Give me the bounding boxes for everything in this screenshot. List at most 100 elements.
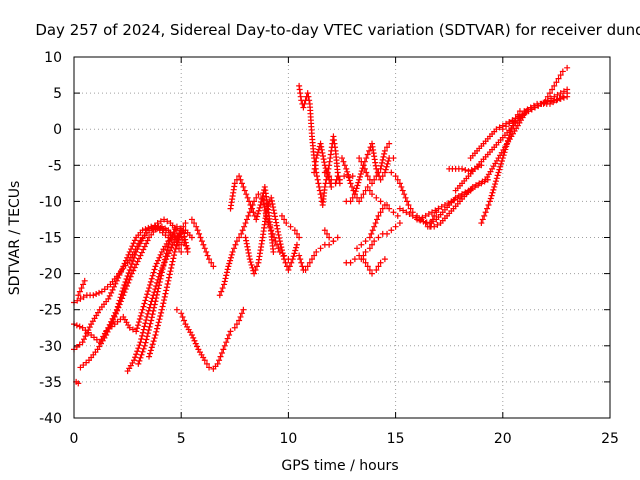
- data-point: [161, 293, 168, 300]
- data-point: [116, 301, 123, 308]
- data-point: [109, 286, 116, 293]
- data-point: [253, 216, 260, 223]
- data-point: [125, 251, 132, 258]
- data-point: [138, 351, 145, 358]
- data-point: [366, 245, 373, 252]
- data-point: [124, 273, 131, 280]
- data-point: [555, 75, 562, 82]
- data-point: [160, 300, 167, 307]
- series-track-14: [278, 212, 303, 241]
- data-point: [105, 295, 112, 302]
- data-point: [496, 124, 503, 131]
- data-point: [122, 279, 129, 286]
- data-point: [377, 209, 384, 216]
- data-point: [158, 269, 165, 276]
- data-point: [326, 173, 333, 180]
- data-point: [148, 314, 155, 321]
- data-point: [128, 246, 135, 253]
- data-point: [143, 240, 150, 247]
- y-tick-label: -35: [39, 375, 62, 391]
- data-point: [236, 234, 243, 241]
- data-point: [302, 266, 309, 273]
- data-point: [244, 246, 251, 253]
- data-point: [334, 173, 341, 180]
- x-tick-label: 10: [279, 431, 297, 447]
- data-point: [227, 254, 234, 261]
- data-point: [124, 254, 131, 261]
- data-point: [313, 248, 320, 255]
- data-point: [291, 227, 298, 234]
- data-point: [246, 198, 253, 205]
- data-point: [148, 317, 155, 324]
- data-point: [151, 266, 158, 273]
- data-point: [494, 172, 501, 179]
- data-point: [500, 152, 507, 159]
- data-point: [158, 272, 165, 279]
- data-point: [293, 244, 300, 251]
- data-point: [269, 200, 276, 207]
- data-point: [381, 150, 388, 157]
- data-point: [360, 162, 367, 169]
- data-point: [146, 323, 153, 330]
- data-point: [317, 191, 324, 198]
- data-point: [420, 218, 427, 225]
- data-point: [296, 234, 303, 241]
- data-point: [134, 258, 141, 265]
- data-point: [349, 173, 356, 180]
- y-tick-label: -40: [39, 411, 62, 427]
- data-point: [145, 224, 152, 231]
- data-point: [495, 169, 502, 176]
- data-point: [383, 163, 390, 170]
- data-point: [285, 266, 292, 273]
- data-point: [386, 140, 393, 147]
- data-point: [270, 248, 277, 255]
- data-point: [507, 129, 514, 136]
- data-point: [272, 216, 279, 223]
- data-point: [144, 330, 151, 337]
- data-point: [392, 223, 399, 230]
- data-point: [366, 147, 373, 154]
- data-point: [147, 320, 154, 327]
- data-point: [330, 238, 337, 245]
- data-point: [157, 313, 164, 320]
- data-point: [181, 233, 188, 240]
- data-point: [90, 292, 97, 299]
- data-point: [197, 234, 204, 241]
- data-point: [326, 241, 333, 248]
- x-tick-label: 0: [70, 431, 79, 447]
- data-point: [414, 216, 421, 223]
- data-point: [225, 263, 232, 270]
- data-point: [289, 256, 296, 263]
- data-point: [544, 93, 551, 100]
- data-point: [320, 153, 327, 160]
- data-point: [137, 339, 144, 346]
- data-point: [148, 275, 155, 282]
- data-point: [390, 155, 397, 162]
- data-point: [156, 279, 163, 286]
- data-point: [498, 157, 505, 164]
- data-point: [178, 227, 185, 234]
- data-point: [126, 248, 133, 255]
- data-point: [119, 266, 126, 273]
- data-point: [469, 183, 476, 190]
- data-point: [163, 284, 170, 291]
- data-point: [278, 212, 285, 219]
- data-point: [271, 213, 278, 220]
- data-point: [559, 68, 566, 75]
- data-point: [344, 168, 351, 175]
- data-point: [153, 260, 160, 267]
- data-point: [476, 180, 483, 187]
- data-point: [122, 257, 129, 264]
- data-point: [120, 263, 127, 270]
- data-point: [503, 123, 510, 130]
- data-point: [75, 380, 82, 387]
- data-point: [242, 220, 249, 227]
- data-point: [564, 64, 571, 71]
- y-tick-label: 5: [53, 86, 62, 102]
- data-point: [394, 212, 401, 219]
- data-point: [147, 278, 154, 285]
- data-point: [255, 191, 262, 198]
- data-point: [149, 341, 156, 348]
- data-point: [206, 364, 213, 371]
- data-point: [354, 182, 361, 189]
